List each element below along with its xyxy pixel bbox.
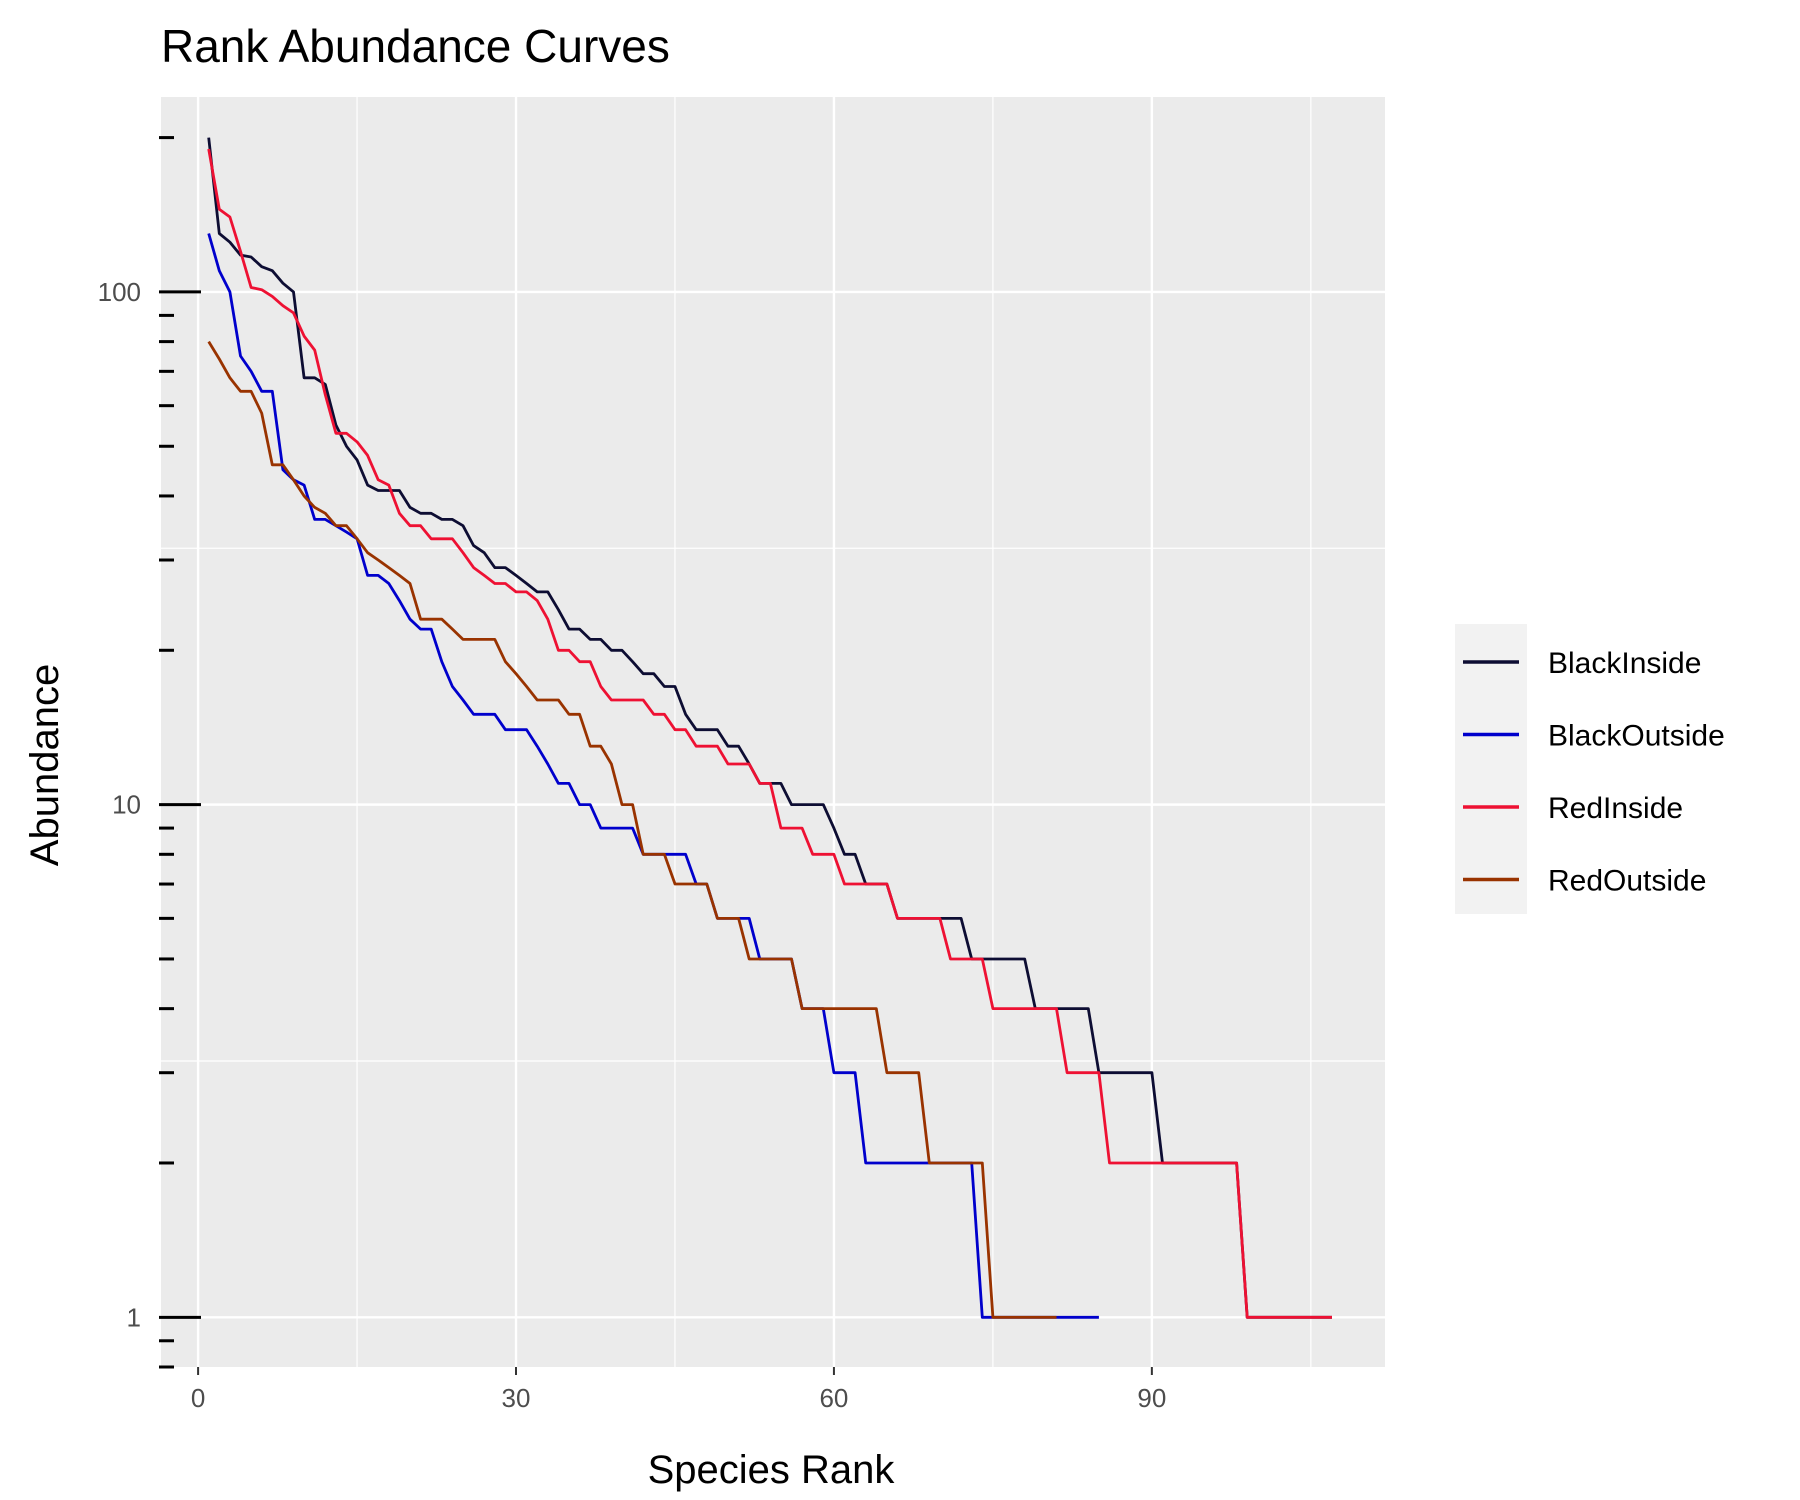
x-axis-title: Species Rank xyxy=(648,1448,896,1492)
legend-key-background xyxy=(1455,624,1527,914)
x-tick-label: 60 xyxy=(819,1383,848,1413)
plot-panel xyxy=(161,97,1385,1367)
y-axis-title: Abundance xyxy=(23,664,67,866)
y-tick-label: 10 xyxy=(112,790,141,820)
grid-major xyxy=(161,97,1385,1367)
x-axis: 0 30 60 90 xyxy=(191,1367,1166,1413)
series-line-redinside xyxy=(207,148,1332,1319)
y-tick-label: 1 xyxy=(127,1302,141,1332)
y-axis-marks xyxy=(159,136,201,1369)
legend-label-blackinside: BlackInside xyxy=(1548,647,1701,680)
chart-title: Rank Abundance Curves xyxy=(161,20,670,72)
legend-label-redinside: RedInside xyxy=(1548,792,1683,825)
x-tick-label: 90 xyxy=(1137,1383,1166,1413)
series-line-redoutside xyxy=(207,340,1057,1319)
x-tick-label: 30 xyxy=(502,1383,531,1413)
legend-label-blackoutside: BlackOutside xyxy=(1548,720,1725,753)
legend: BlackInside BlackOutside RedInside RedOutsi… xyxy=(1455,624,1725,914)
series-lines xyxy=(207,137,1332,1319)
y-tick-label: 100 xyxy=(98,277,141,307)
x-tick-label: 0 xyxy=(191,1383,205,1413)
y-axis: 1 10 100 xyxy=(98,277,141,1332)
legend-label-redoutside: RedOutside xyxy=(1548,865,1706,898)
